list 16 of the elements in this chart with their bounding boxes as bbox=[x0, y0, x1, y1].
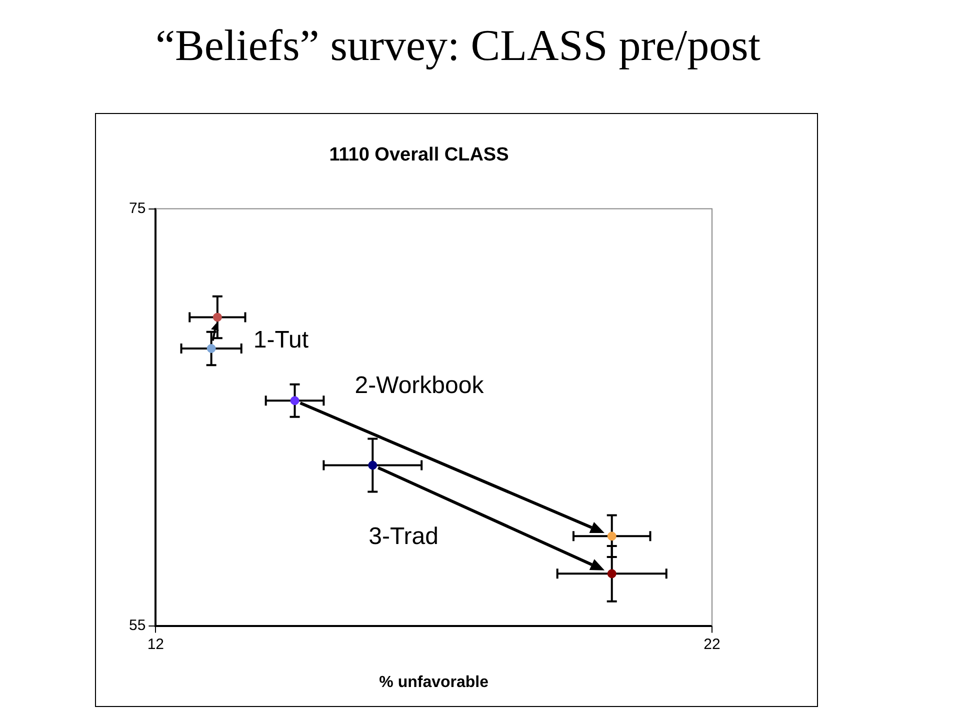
point bbox=[607, 532, 616, 541]
x-tick-label: 12 bbox=[147, 636, 164, 653]
point bbox=[290, 396, 300, 406]
x-axis-title: % unfavorable bbox=[379, 674, 489, 691]
series-label: 1-Tut bbox=[253, 326, 309, 354]
point bbox=[212, 312, 222, 322]
point bbox=[368, 460, 378, 470]
chart-title: “Beliefs” survey: CLASS pre/post bbox=[154, 20, 762, 71]
text: 3-Trad bbox=[368, 522, 438, 550]
y-tick-label: 55 bbox=[128, 616, 146, 634]
y-tick-label: 75 bbox=[128, 200, 146, 217]
x-tick-label: 22 bbox=[704, 636, 720, 653]
point bbox=[206, 344, 216, 353]
chart-subtitle: 1110 Overall CLASS bbox=[329, 144, 509, 166]
point bbox=[607, 569, 616, 578]
text: 2-Workbook bbox=[354, 372, 485, 400]
